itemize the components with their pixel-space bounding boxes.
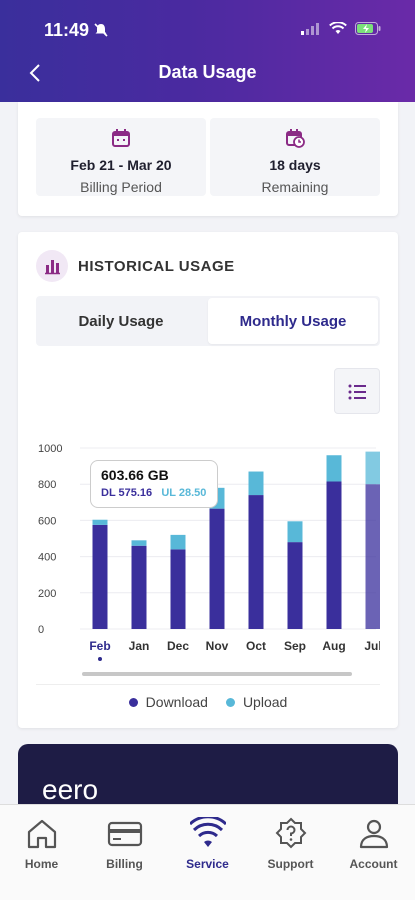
calendar-clock-icon: [286, 129, 305, 148]
home-icon: [27, 819, 56, 849]
x-tick-label: Aug: [322, 639, 345, 653]
tooltip-total: 603.66 GB: [101, 467, 169, 483]
legend-upload: Upload: [225, 694, 288, 710]
bar-download-aug: [326, 481, 342, 629]
x-tick-label: Nov: [206, 639, 229, 653]
billing-card-icon: [107, 821, 142, 847]
nav-support-label: Support: [267, 857, 314, 871]
bar-upload-feb: [92, 519, 108, 525]
silent-bell-icon: [94, 23, 108, 37]
list-icon: [348, 384, 366, 400]
nav-billing[interactable]: Billing: [83, 805, 166, 900]
app-header: 11:49 Data Usage: [0, 0, 415, 102]
nav-account[interactable]: Account: [332, 805, 415, 900]
legend-download: Download: [128, 694, 208, 710]
billing-period-label: Billing Period: [80, 179, 162, 195]
usage-tabs: Daily Usage Monthly Usage: [36, 296, 380, 346]
billing-summary-card: Feb 21 - Mar 20 Billing Period 18 days R…: [18, 102, 398, 216]
nav-service[interactable]: Service: [166, 805, 249, 900]
bar-upload-sep: [287, 521, 303, 543]
nav-billing-label: Billing: [106, 857, 143, 871]
usage-tooltip: 603.66 GB DL 575.16 UL 28.50: [90, 460, 218, 508]
bar-upload-dec: [170, 534, 186, 550]
usage-bar-chart: 0 200 400 600 800 1000 Feb Jan Dec Nov Oct Sep Aug Ju…: [38, 443, 380, 661]
battery-charging-icon: [355, 22, 381, 35]
calendar-icon: [112, 129, 130, 147]
chart-horizontal-scrollbar[interactable]: [82, 672, 352, 676]
bar-download-sep: [287, 542, 303, 629]
bar-download-feb: [92, 524, 108, 629]
page-title: Data Usage: [158, 62, 257, 82]
legend-upload-label: Upload: [242, 694, 288, 710]
tooltip-download: DL 575.16: [101, 487, 153, 499]
back-chevron-icon[interactable]: [24, 60, 48, 86]
bar-download-jan: [131, 545, 147, 629]
bottom-navigation: Home Billing Service Support Account: [0, 804, 415, 900]
status-time: 11:49: [44, 20, 90, 40]
remaining-days-label: Remaining: [261, 179, 329, 195]
bar-download-dec: [170, 549, 186, 629]
bar-upload-jul: [365, 451, 380, 485]
x-tick-label: Sep: [284, 639, 306, 653]
y-tick-label: 600: [38, 515, 56, 527]
x-tick-label: Jul: [364, 639, 380, 653]
bar-upload-jan: [131, 540, 147, 546]
tab-daily-usage[interactable]: Daily Usage: [78, 312, 164, 330]
legend-upload-dot: [225, 697, 235, 707]
y-tick-label: 0: [38, 624, 44, 636]
tab-monthly-usage[interactable]: Monthly Usage: [208, 298, 378, 344]
y-tick-label: 800: [38, 479, 56, 491]
nav-home-label: Home: [24, 857, 59, 871]
signal-icon: [301, 22, 319, 35]
x-tick-label: Oct: [246, 639, 266, 653]
eero-logo-text: eero: [42, 774, 99, 805]
bar-download-oct: [248, 495, 264, 629]
remaining-days-value: 18 days: [269, 157, 321, 173]
bar-download-nov: [209, 508, 225, 629]
historical-usage-title: HISTORICAL USAGE: [78, 258, 235, 275]
divider: [36, 684, 380, 685]
historical-usage-card: HISTORICAL USAGE Daily Usage Monthly Usa…: [18, 232, 398, 728]
x-tick-label: Feb: [89, 639, 110, 653]
wifi-status-icon: [329, 22, 347, 34]
billing-period-value: Feb 21 - Mar 20: [70, 157, 172, 173]
y-tick-label: 200: [38, 588, 56, 600]
legend-download-label: Download: [145, 694, 208, 710]
bar-upload-aug: [326, 455, 342, 482]
support-question-icon: [275, 817, 306, 849]
wifi-icon: [189, 817, 226, 847]
nav-home[interactable]: Home: [0, 805, 83, 900]
tooltip-upload: UL 28.50: [161, 487, 207, 499]
status-indicators: [301, 22, 381, 35]
eero-promo-banner[interactable]: eero: [18, 744, 398, 814]
chart-legend: Download Upload: [18, 694, 398, 710]
x-tick-label: Jan: [129, 639, 150, 653]
y-tick-label: 400: [38, 552, 56, 564]
bar-upload-oct: [248, 471, 264, 496]
bar-download-jul: [365, 484, 380, 629]
billing-period-box: Feb 21 - Mar 20 Billing Period: [36, 118, 206, 196]
y-tick-label: 1000: [38, 443, 62, 455]
x-tick-label: Dec: [167, 639, 189, 653]
nav-service-label: Service: [186, 857, 229, 871]
account-person-icon: [359, 819, 388, 849]
selected-category-dot: [98, 657, 102, 661]
remaining-days-box: 18 days Remaining: [210, 118, 380, 196]
bar-chart-icon: [36, 250, 68, 282]
nav-support[interactable]: Support: [249, 805, 332, 900]
list-view-button[interactable]: [334, 368, 380, 414]
nav-account-label: Account: [349, 857, 398, 871]
legend-download-dot: [128, 697, 138, 707]
